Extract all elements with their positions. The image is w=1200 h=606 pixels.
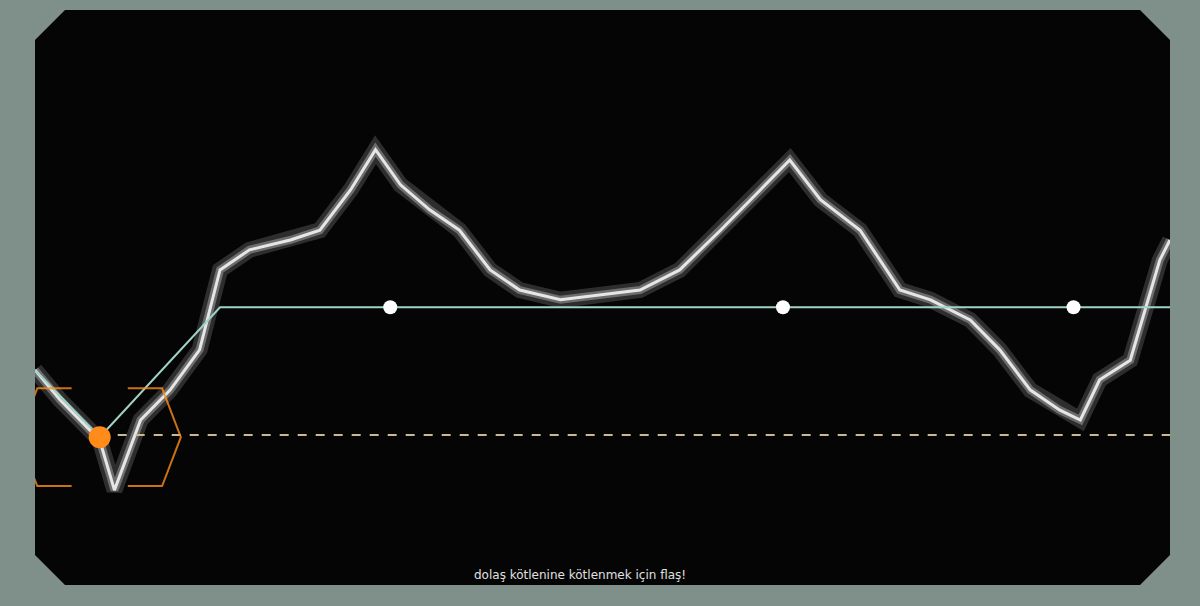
svg-text:dolaş kötlenine kötlenmek için: dolaş kötlenine kötlenmek için flaş! <box>474 568 686 582</box>
